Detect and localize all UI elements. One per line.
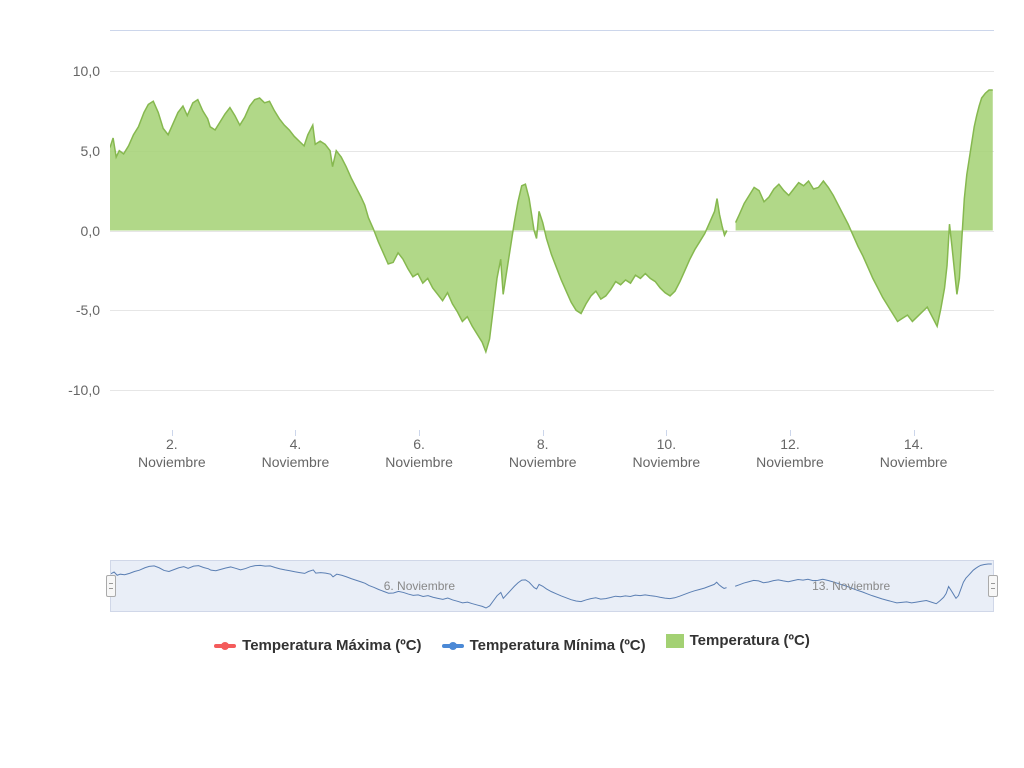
x-axis-tick-label: 2.Noviembre — [138, 436, 206, 471]
range-handle-left[interactable] — [106, 575, 116, 597]
plot-area[interactable]: -10,0-5,00,05,010,02.Noviembre4.Noviembr… — [110, 30, 994, 430]
legend-item[interactable]: Temperatura (ºC) — [666, 632, 810, 649]
x-axis-tick-label: 4.Noviembre — [262, 436, 330, 471]
legend: Temperatura Máxima (ºC) Temperatura Mínim… — [20, 632, 1004, 654]
y-axis-tick-label: 0,0 — [55, 223, 100, 239]
legend-label: Temperatura Mínima (ºC) — [470, 637, 646, 654]
navigator-line — [111, 561, 993, 611]
range-handle-right[interactable] — [988, 575, 998, 597]
main-chart: -10,0 -5,0 0,0 5,0 10,0 2.Noviembre 4.Noviembr… — [20, 20, 1004, 500]
x-axis-tick-label: 10.Noviembre — [633, 436, 701, 471]
line-swatch-icon — [214, 644, 236, 648]
temperature-chart: -10,0 -5,0 0,0 5,0 10,0 2.Noviembre 4.Noviembr… — [20, 20, 1004, 654]
y-axis-tick-label: -5,0 — [55, 302, 100, 318]
x-axis-tick-label: 14.Noviembre — [880, 436, 948, 471]
area-swatch-icon — [666, 634, 684, 648]
legend-label: Temperatura (ºC) — [690, 632, 810, 649]
legend-label: Temperatura Máxima (ºC) — [242, 637, 421, 654]
area-series — [110, 31, 994, 430]
y-axis-tick-label: 10,0 — [55, 63, 100, 79]
y-axis-tick-label: 5,0 — [55, 143, 100, 159]
x-axis-tick-label: 12.Noviembre — [756, 436, 824, 471]
x-axis-tick-label: 6.Noviembre — [385, 436, 453, 471]
legend-item[interactable]: Temperatura Máxima (ºC) — [214, 637, 421, 654]
x-axis-tick-label: 8.Noviembre — [509, 436, 577, 471]
y-axis-tick-label: -10,0 — [55, 382, 100, 398]
line-swatch-icon — [442, 644, 464, 648]
legend-item[interactable]: Temperatura Mínima (ºC) — [442, 637, 646, 654]
range-selector[interactable]: 6. Noviembre13. Noviembre — [110, 560, 994, 612]
